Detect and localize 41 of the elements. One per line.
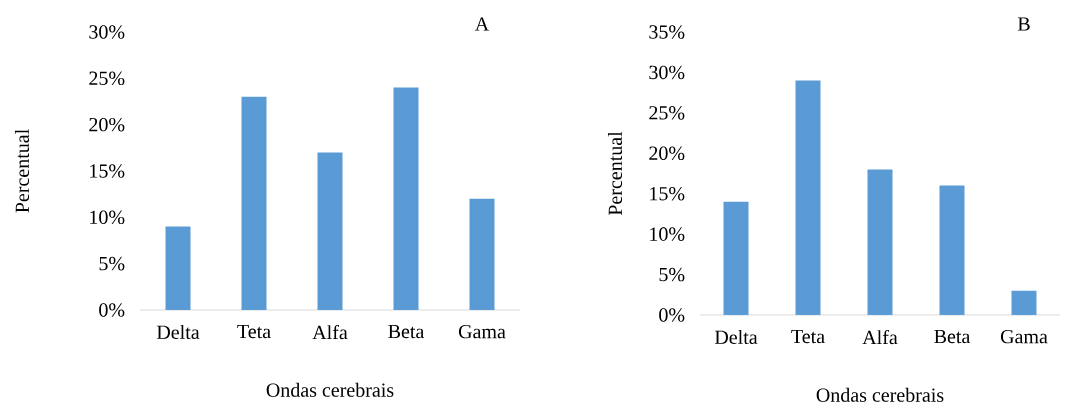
bar <box>1011 290 1037 315</box>
chart-title: B <box>1017 17 1030 31</box>
y-tick-label: 25% <box>649 106 685 120</box>
y-tick-label: 5% <box>659 267 685 282</box>
y-tick-label: 35% <box>649 25 685 39</box>
x-axis-title: Ondas cerebrais <box>266 382 394 397</box>
x-tick-label: Teta <box>237 324 271 339</box>
x-tick-label: Delta <box>714 329 758 344</box>
y-axis-title: Percentual <box>607 131 623 216</box>
x-tick-label: Delta <box>156 324 200 339</box>
y-tick-label: 20% <box>649 146 685 161</box>
x-tick-label: Beta <box>388 324 425 339</box>
x-tick-label: Alfa <box>312 324 348 340</box>
bar <box>723 201 749 315</box>
y-axis-title: Percentual <box>14 129 30 213</box>
y-tick-label: 20% <box>89 117 125 132</box>
y-tick-label: 10% <box>90 210 125 225</box>
bar <box>795 80 821 315</box>
y-tick-label: 30% <box>89 25 125 39</box>
x-tick-label: Alfa <box>862 329 898 345</box>
x-tick-label: Gama <box>458 324 506 339</box>
bar <box>317 152 343 310</box>
y-tick-label: 5% <box>99 256 125 271</box>
y-tick-label: 10% <box>650 227 685 241</box>
y-tick-label: 15% <box>90 164 125 178</box>
bar <box>939 185 965 315</box>
x-tick-label: Beta <box>934 329 971 344</box>
chart-title: A <box>474 17 490 31</box>
y-tick-label: 0% <box>659 308 685 322</box>
bar <box>393 87 419 310</box>
y-tick-label: 25% <box>89 71 125 86</box>
bar <box>469 198 495 310</box>
bar <box>867 169 893 315</box>
y-tick-label: 0% <box>99 303 125 317</box>
x-tick-label: Teta <box>791 329 825 344</box>
x-axis-title: Ondas cerebrais <box>816 387 944 402</box>
x-tick-label: Gama <box>1000 329 1048 344</box>
y-tick-label: 30% <box>649 65 685 80</box>
y-tick-label: 15% <box>650 186 685 201</box>
bar <box>165 226 191 310</box>
bar <box>241 96 267 310</box>
